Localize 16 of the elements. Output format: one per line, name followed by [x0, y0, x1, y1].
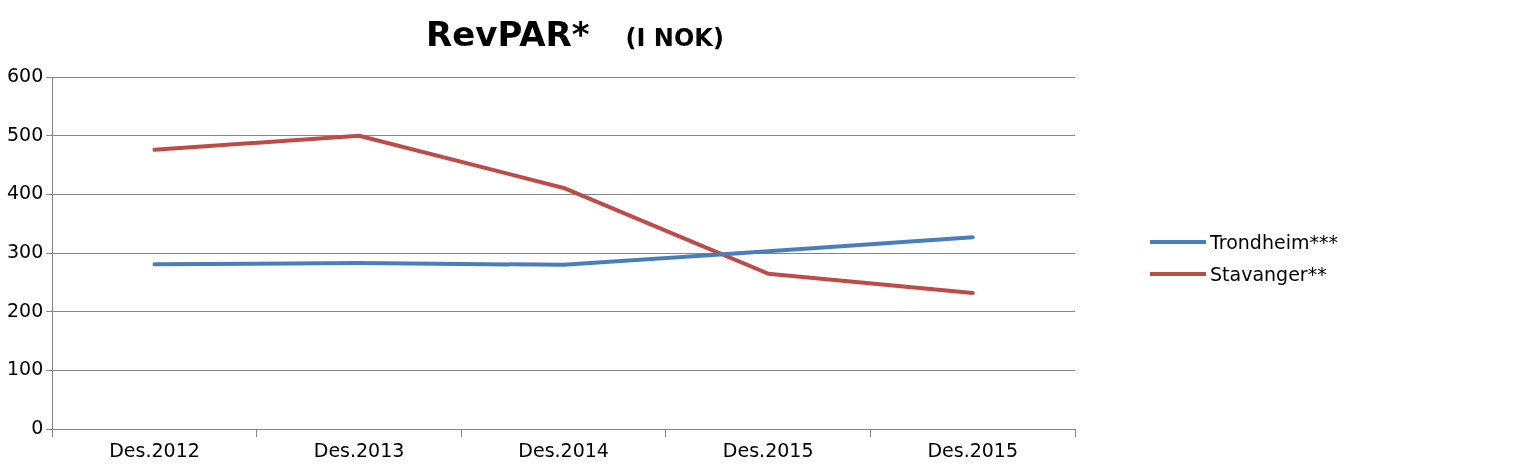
y-tick-label: 500 — [7, 122, 44, 145]
y-tick-label: 300 — [7, 240, 44, 263]
y-tick-label: 200 — [7, 298, 44, 321]
y-tick-label: 0 — [31, 416, 44, 439]
y-tick-label: 600 — [7, 63, 44, 86]
y-tick-label: 100 — [7, 357, 44, 380]
legend-label: Trondheim*** — [1210, 231, 1338, 253]
x-tick-label: Des.2013 — [313, 438, 405, 461]
x-tick-label: Des.2015 — [927, 438, 1019, 461]
legend-label: Stavanger** — [1210, 263, 1327, 285]
y-tick-label: 400 — [7, 181, 44, 204]
x-tick-label: Des.2014 — [518, 438, 609, 461]
x-tick-label: Des.2012 — [109, 438, 200, 461]
chart-subtitle: (I NOK) — [625, 24, 724, 52]
x-tick-label: Des.2015 — [722, 438, 814, 461]
chart-title: RevPAR* — [426, 14, 590, 54]
